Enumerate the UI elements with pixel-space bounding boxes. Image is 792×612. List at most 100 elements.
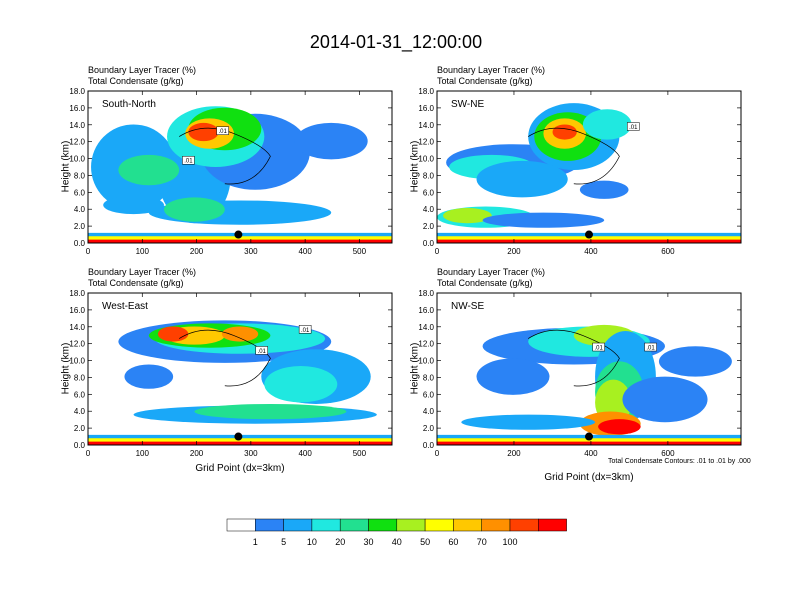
x-tick-label: 400 xyxy=(298,449,312,458)
x-tick-label: 600 xyxy=(661,247,675,256)
shade-blob xyxy=(658,346,732,377)
colorbar-label: 50 xyxy=(420,537,430,547)
colorbar-box xyxy=(396,518,426,532)
panel-title: Boundary Layer Tracer (%) Total Condensat… xyxy=(437,65,545,87)
y-tick-label: 6.0 xyxy=(74,390,86,399)
boundary-band xyxy=(88,239,392,243)
colorbar-box xyxy=(283,518,313,532)
panel-title-line: Boundary Layer Tracer (%) xyxy=(88,267,197,277)
x-tick-label: 300 xyxy=(244,449,258,458)
panel-title-line: Boundary Layer Tracer (%) xyxy=(437,65,546,75)
shade-blob xyxy=(294,122,368,160)
boundary-band xyxy=(88,441,392,445)
shade-blob xyxy=(482,212,605,228)
location-marker xyxy=(234,230,243,239)
x-tick-label: 0 xyxy=(435,449,440,458)
shade-blob xyxy=(552,124,577,140)
y-tick-label: 16.0 xyxy=(69,104,85,113)
y-tick-label: 8.0 xyxy=(423,373,435,382)
panel-name: SW-NE xyxy=(451,99,484,110)
x-tick-label: 400 xyxy=(584,449,598,458)
y-tick-label: 4.0 xyxy=(423,407,435,416)
contour-label: .01 xyxy=(184,159,193,165)
y-tick-label: 12.0 xyxy=(69,138,85,147)
x-tick-label: 500 xyxy=(353,449,367,458)
shade-blob xyxy=(461,414,596,430)
colorbar-box xyxy=(424,518,454,532)
x-tick-label: 100 xyxy=(136,247,150,256)
contour-label: .01 xyxy=(629,125,638,131)
panel-title: Boundary Layer Tracer (%) Total Condensat… xyxy=(88,65,196,87)
y-tick-label: 0.0 xyxy=(423,239,435,248)
y-tick-label: 2.0 xyxy=(423,222,435,231)
panel-title-line: Boundary Layer Tracer (%) xyxy=(88,65,197,75)
x-tick-label: 0 xyxy=(86,449,91,458)
colorbar-label: 5 xyxy=(281,537,286,547)
shading: .01 .01 xyxy=(88,91,392,243)
boundary-band xyxy=(437,441,741,445)
y-tick-label: 10.0 xyxy=(418,155,434,164)
shade-blob xyxy=(118,154,180,186)
y-tick-label: 18.0 xyxy=(69,289,85,298)
main-title: 2014-01-31_12:00:00 xyxy=(309,32,483,52)
panel-name: NW-SE xyxy=(451,301,484,312)
contour-note: Total Condensate Contours: .01 to .01 by… xyxy=(608,458,751,465)
colorbar-box xyxy=(339,518,369,532)
location-marker xyxy=(585,432,593,441)
location-marker xyxy=(234,432,243,441)
shade-blob xyxy=(157,326,189,342)
colorbar-label: 20 xyxy=(335,537,345,547)
y-tick-label: 4.0 xyxy=(423,205,435,214)
condensate-contour xyxy=(528,329,620,387)
colorbar-label: 70 xyxy=(477,537,487,547)
colorbar-box xyxy=(453,518,482,532)
panel-name: West-East xyxy=(102,301,148,312)
colorbar-label: 60 xyxy=(448,537,458,547)
y-tick-label: 12.0 xyxy=(418,138,434,147)
colorbar-box xyxy=(368,518,398,532)
plot-south-north: .01 .01 South-North 0.0 2.0 4.0 6.0 8.0 10.0 12.0… xyxy=(69,87,393,256)
panel-title: Boundary Layer Tracer (%) Total Condensat… xyxy=(88,267,196,289)
panel-title-line: Total Condensate (g/kg) xyxy=(88,278,184,288)
y-tick-label: 6.0 xyxy=(423,188,435,197)
y-tick-label: 10.0 xyxy=(418,357,434,366)
colorbar-label: 100 xyxy=(502,537,517,547)
panel-title-line: Total Condensate (g/kg) xyxy=(437,76,533,86)
y-tick-label: 12.0 xyxy=(418,340,434,349)
y-tick-label: 8.0 xyxy=(423,171,435,180)
x-axis-title: Grid Point (dx=3km) xyxy=(544,472,634,483)
shade-blob xyxy=(579,180,629,199)
shade-blob xyxy=(164,197,225,222)
panel-title-line: Total Condensate (g/kg) xyxy=(437,278,533,288)
shading: .01 .01 xyxy=(88,293,392,445)
y-tick-label: 6.0 xyxy=(74,188,86,197)
colorbar-box xyxy=(255,518,284,532)
x-tick-label: 0 xyxy=(435,247,440,256)
x-tick-label: 200 xyxy=(190,449,204,458)
panel-title-line: Total Condensate (g/kg) xyxy=(88,76,184,86)
shade-blob xyxy=(476,358,550,395)
colorbar-box xyxy=(226,518,256,532)
y-tick-label: 2.0 xyxy=(74,424,86,433)
x-tick-label: 400 xyxy=(298,247,312,256)
colorbar-box xyxy=(311,518,341,532)
contour-label: .01 xyxy=(594,346,603,352)
colorbar-label: 1 xyxy=(253,537,258,547)
x-tick-label: 200 xyxy=(190,247,204,256)
y-tick-label: 0.0 xyxy=(74,441,86,450)
plot-nw-se: .01 .01 NW-SE 0.0 2.0 4.0 6.0 8.0 10.0 12.0 14.0 16… xyxy=(418,289,742,458)
y-tick-label: 14.0 xyxy=(69,323,85,332)
shade-blob xyxy=(188,122,219,142)
contour-label: .01 xyxy=(301,328,310,334)
plot-frame xyxy=(436,292,742,446)
shade-blob xyxy=(264,365,338,403)
y-tick-label: 2.0 xyxy=(423,424,435,433)
y-tick-label: 16.0 xyxy=(418,306,434,315)
colorbar-label: 30 xyxy=(363,537,373,547)
y-tick-label: 4.0 xyxy=(74,407,86,416)
y-tick-label: 18.0 xyxy=(418,289,434,298)
shade-blob xyxy=(221,326,259,342)
shading: .01 .01 xyxy=(437,293,741,445)
colorbar-box xyxy=(509,518,539,532)
plot-frame xyxy=(436,90,742,244)
